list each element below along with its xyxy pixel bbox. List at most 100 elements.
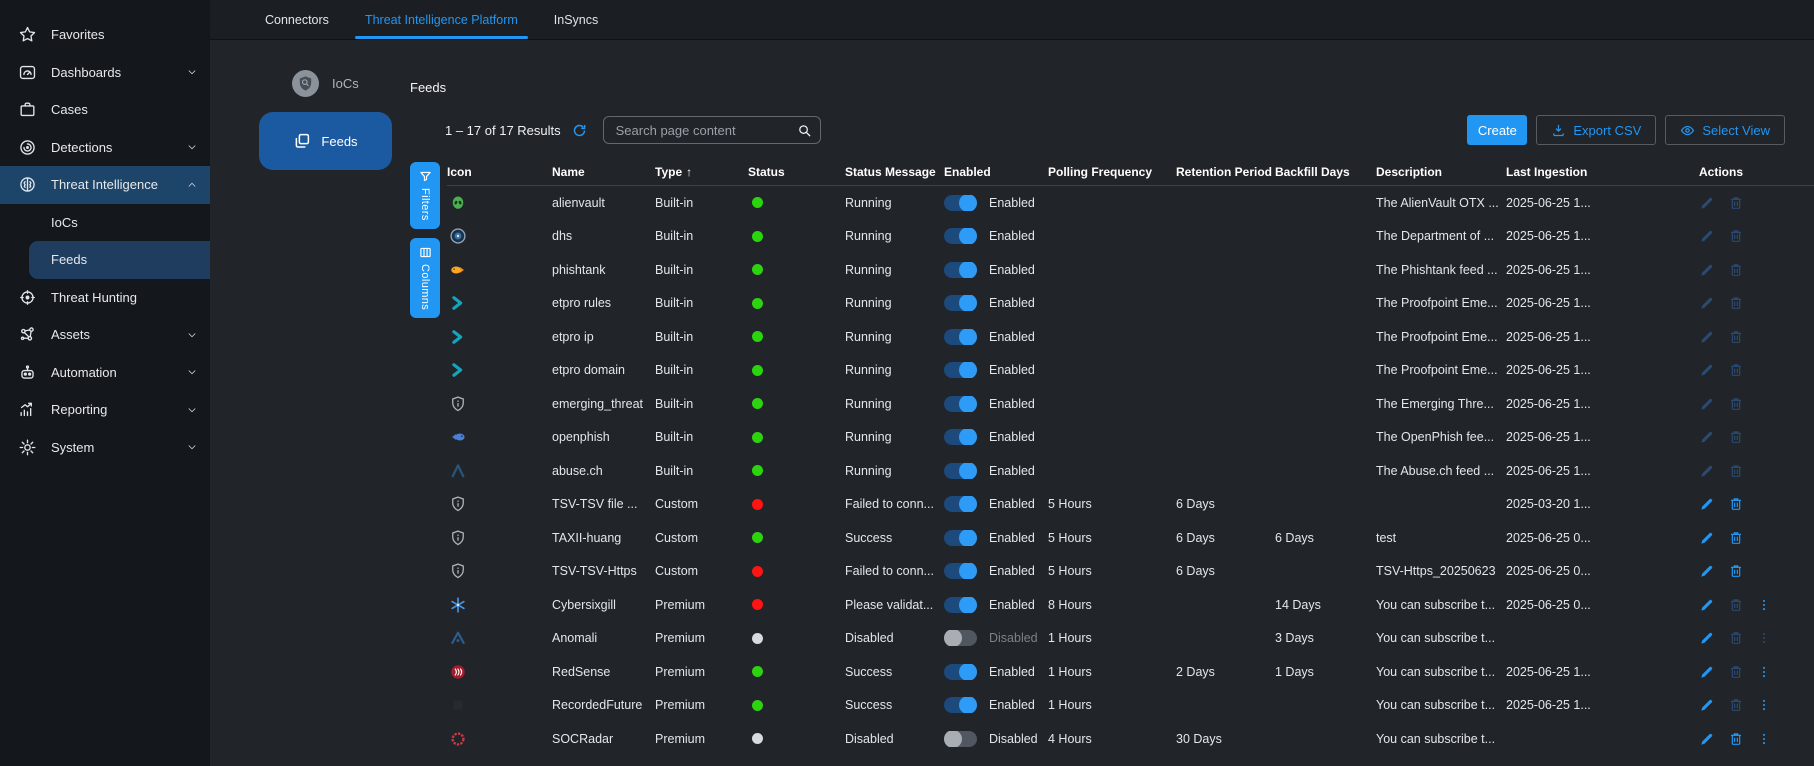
table-row[interactable]: TAXII-huangCustomSuccessEnabled5 Hours6 …: [447, 521, 1814, 555]
enabled-toggle[interactable]: [944, 597, 977, 613]
sidebar-item-automation[interactable]: Automation: [0, 354, 210, 392]
column-header-status-message[interactable]: Status Message: [845, 165, 944, 179]
column-header-type[interactable]: Type↑: [655, 165, 748, 179]
delete-button[interactable]: [1728, 697, 1744, 713]
column-header-icon[interactable]: Icon: [447, 165, 552, 179]
filters-button[interactable]: Filters: [410, 162, 440, 229]
delete-button[interactable]: [1728, 496, 1744, 512]
table-row[interactable]: etpro ipBuilt-inRunningEnabledThe Proofp…: [447, 320, 1814, 354]
edit-button[interactable]: [1699, 262, 1715, 278]
enabled-toggle[interactable]: [944, 697, 977, 713]
enabled-toggle[interactable]: [944, 329, 977, 345]
column-header-polling-frequency[interactable]: Polling Frequency: [1048, 165, 1176, 179]
enabled-toggle[interactable]: [944, 396, 977, 412]
tab-threat-intelligence-platform[interactable]: Threat Intelligence Platform: [347, 0, 536, 39]
table-row[interactable]: RedSensePremiumSuccessEnabled1 Hours2 Da…: [447, 655, 1814, 689]
table-row[interactable]: openphishBuilt-inRunningEnabledThe OpenP…: [447, 421, 1814, 455]
enabled-toggle[interactable]: [944, 630, 977, 646]
columns-button[interactable]: Columns: [410, 238, 440, 318]
delete-button[interactable]: [1728, 630, 1744, 646]
delete-button[interactable]: [1728, 262, 1744, 278]
edit-button[interactable]: [1699, 731, 1715, 747]
sidebar-item-dashboards[interactable]: Dashboards: [0, 54, 210, 92]
delete-button[interactable]: [1728, 228, 1744, 244]
delete-button[interactable]: [1728, 362, 1744, 378]
table-row[interactable]: TSV-TSV-HttpsCustomFailed to conn...Enab…: [447, 555, 1814, 589]
tab-connectors[interactable]: Connectors: [247, 0, 347, 39]
search-input[interactable]: [614, 122, 797, 139]
enabled-toggle[interactable]: [944, 195, 977, 211]
refresh-button[interactable]: [572, 123, 587, 138]
edit-button[interactable]: [1699, 597, 1715, 613]
column-header-actions[interactable]: Actions: [1699, 165, 1814, 179]
edit-button[interactable]: [1699, 630, 1715, 646]
delete-button[interactable]: [1728, 530, 1744, 546]
export-csv-button[interactable]: Export CSV: [1536, 115, 1656, 145]
table-row[interactable]: emerging_threatBuilt-inRunningEnabledThe…: [447, 387, 1814, 421]
subnav-item-feeds[interactable]: Feeds: [259, 112, 392, 170]
enabled-toggle[interactable]: [944, 530, 977, 546]
sidebar-item-assets[interactable]: Assets: [0, 316, 210, 354]
table-row[interactable]: etpro rulesBuilt-inRunningEnabledThe Pro…: [447, 287, 1814, 321]
edit-button[interactable]: [1699, 329, 1715, 345]
delete-button[interactable]: [1728, 463, 1744, 479]
edit-button[interactable]: [1699, 429, 1715, 445]
sidebar-item-reporting[interactable]: Reporting: [0, 391, 210, 429]
delete-button[interactable]: [1728, 731, 1744, 747]
table-row[interactable]: abuse.chBuilt-inRunningEnabledThe Abuse.…: [447, 454, 1814, 488]
sidebar-item-threat-intelligence[interactable]: Threat Intelligence: [0, 166, 210, 204]
enabled-toggle[interactable]: [944, 496, 977, 512]
edit-button[interactable]: [1699, 195, 1715, 211]
more-actions-button[interactable]: [1757, 698, 1771, 712]
column-header-last-ingestion[interactable]: Last Ingestion: [1506, 165, 1699, 179]
edit-button[interactable]: [1699, 463, 1715, 479]
column-header-backfill-days[interactable]: Backfill Days: [1275, 165, 1376, 179]
enabled-toggle[interactable]: [944, 295, 977, 311]
table-row[interactable]: CybersixgillPremiumPlease validat...Enab…: [447, 588, 1814, 622]
delete-button[interactable]: [1728, 329, 1744, 345]
enabled-toggle[interactable]: [944, 228, 977, 244]
delete-button[interactable]: [1728, 429, 1744, 445]
edit-button[interactable]: [1699, 362, 1715, 378]
table-row[interactable]: phishtankBuilt-inRunningEnabledThe Phish…: [447, 253, 1814, 287]
enabled-toggle[interactable]: [944, 563, 977, 579]
enabled-toggle[interactable]: [944, 429, 977, 445]
delete-button[interactable]: [1728, 396, 1744, 412]
column-header-name[interactable]: Name: [552, 165, 655, 179]
tab-insyncs[interactable]: InSyncs: [536, 0, 616, 39]
more-actions-button[interactable]: [1757, 631, 1771, 645]
column-header-retention-period[interactable]: Retention Period: [1176, 165, 1275, 179]
sidebar-item-system[interactable]: System: [0, 429, 210, 467]
sidebar-item-favorites[interactable]: Favorites: [0, 16, 210, 54]
column-header-enabled[interactable]: Enabled: [944, 165, 1048, 179]
enabled-toggle[interactable]: [944, 731, 977, 747]
table-row[interactable]: TSV-TSV file ...CustomFailed to conn...E…: [447, 488, 1814, 522]
edit-button[interactable]: [1699, 664, 1715, 680]
edit-button[interactable]: [1699, 530, 1715, 546]
delete-button[interactable]: [1728, 295, 1744, 311]
more-actions-button[interactable]: [1757, 732, 1771, 746]
delete-button[interactable]: [1728, 195, 1744, 211]
table-row[interactable]: SOCRadarPremiumDisabledDisabled4 Hours30…: [447, 722, 1814, 756]
table-row[interactable]: dhsBuilt-inRunningEnabledThe Department …: [447, 220, 1814, 254]
delete-button[interactable]: [1728, 664, 1744, 680]
sidebar-item-detections[interactable]: Detections: [0, 129, 210, 167]
sidebar-item-feeds[interactable]: Feeds: [29, 241, 210, 279]
table-row[interactable]: RecordedFuturePremiumSuccessEnabled1 Hou…: [447, 689, 1814, 723]
more-actions-button[interactable]: [1757, 598, 1771, 612]
enabled-toggle[interactable]: [944, 262, 977, 278]
table-row[interactable]: etpro domainBuilt-inRunningEnabledThe Pr…: [447, 354, 1814, 388]
select-view-button[interactable]: Select View: [1665, 115, 1785, 145]
edit-button[interactable]: [1699, 396, 1715, 412]
subnav-item-iocs[interactable]: IoCs: [292, 70, 359, 97]
enabled-toggle[interactable]: [944, 362, 977, 378]
sidebar-item-threat-hunting[interactable]: Threat Hunting: [0, 279, 210, 317]
create-button[interactable]: Create: [1467, 115, 1527, 145]
sidebar-item-cases[interactable]: Cases: [0, 91, 210, 129]
enabled-toggle[interactable]: [944, 463, 977, 479]
more-actions-button[interactable]: [1757, 665, 1771, 679]
edit-button[interactable]: [1699, 563, 1715, 579]
enabled-toggle[interactable]: [944, 664, 977, 680]
edit-button[interactable]: [1699, 496, 1715, 512]
sidebar-item-iocs[interactable]: IoCs: [0, 204, 210, 242]
